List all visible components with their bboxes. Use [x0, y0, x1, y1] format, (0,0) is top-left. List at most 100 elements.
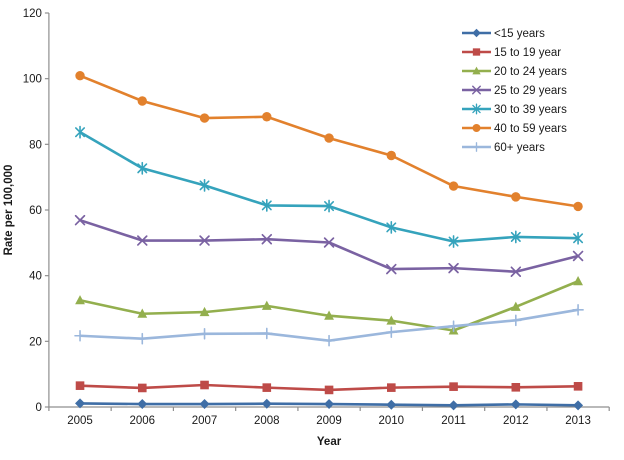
circle-marker-icon: [75, 71, 85, 81]
x-tick-label: 2008: [254, 415, 280, 427]
plus-marker-icon: [385, 326, 398, 338]
square-marker-icon: [472, 48, 481, 56]
x-marker-icon: [137, 235, 148, 246]
triangle-marker-icon: [472, 66, 481, 75]
legend: <15 years 15 to 19 year 20 to 24 years 25 t…: [462, 28, 567, 154]
diamond-marker-icon: [510, 399, 521, 410]
x-marker-icon: [199, 235, 210, 246]
legend-item: 25 to 29 years: [462, 85, 567, 97]
x-stroke: [510, 266, 522, 277]
plus-marker-icon: [471, 142, 482, 152]
asterisk-marker-icon: [324, 199, 335, 213]
circle-marker-icon: [324, 133, 334, 143]
x-stroke: [386, 263, 397, 275]
asterisk-marker-icon: [137, 161, 148, 175]
x-tick-label: 2011: [441, 415, 466, 427]
diamond-marker-icon: [573, 400, 584, 411]
diamond-marker-icon: [199, 399, 210, 410]
triangle-marker-icon: [199, 306, 210, 317]
circle-marker-icon: [386, 150, 397, 161]
diamond-marker-icon: [324, 399, 335, 410]
series-20-to-24-years: [75, 276, 583, 335]
asterisk-marker-icon: [199, 178, 210, 192]
y-tick-label: 0: [35, 402, 41, 414]
legend-label: 40 to 59 years: [494, 123, 567, 135]
circle-marker-icon: [573, 201, 583, 212]
triangle-marker-icon: [573, 276, 583, 286]
square-marker-icon: [449, 382, 458, 391]
y-tick-label: 100: [23, 74, 42, 86]
plus-marker-icon: [74, 329, 86, 342]
series-40-to-59-years: [75, 71, 583, 212]
y-axis-title: Rate per 100,000: [3, 165, 15, 256]
diamond-marker-icon: [261, 398, 272, 409]
x-stroke: [137, 235, 148, 246]
legend-label: 30 to 39 years: [494, 104, 567, 116]
square-marker-icon: [573, 382, 583, 391]
square-marker-icon: [324, 385, 334, 395]
x-marker-icon: [472, 85, 481, 95]
square-marker-icon: [511, 383, 521, 392]
axes: 0 20 40 60 80 100 120 2005 2006 2007 2008 2009 2010 2…: [3, 8, 610, 448]
x-axis-title: Year: [317, 436, 342, 448]
legend-label: 25 to 29 years: [494, 85, 567, 97]
x-stroke: [448, 262, 459, 274]
legend-item: 40 to 59 years: [462, 123, 567, 135]
y-tick-label: 120: [23, 8, 42, 20]
y-tick-label: 80: [29, 139, 42, 151]
asterisk-marker-icon: [573, 231, 584, 245]
diamond-marker-icon: [386, 399, 397, 410]
plus-marker-icon: [260, 327, 273, 340]
x-stroke: [572, 250, 584, 262]
asterisk-marker-icon: [510, 230, 521, 244]
asterisk-marker-icon: [386, 221, 397, 234]
square-marker-icon: [387, 383, 396, 392]
diamond-marker-icon: [448, 400, 459, 411]
triangle-marker-icon: [137, 308, 148, 318]
plus-marker-icon: [447, 320, 460, 333]
y-tick-label: 20: [29, 336, 42, 348]
x-tick-label: 2012: [503, 415, 529, 427]
square-marker-icon: [262, 383, 272, 392]
y-tick-label: 40: [29, 271, 42, 283]
triangle-marker-icon: [510, 301, 521, 311]
square-marker-icon: [75, 381, 85, 390]
legend-item: 30 to 39 years: [462, 103, 567, 116]
circle-marker-icon: [262, 112, 272, 122]
x-stroke: [323, 237, 335, 248]
asterisk-marker-icon: [472, 103, 481, 115]
plus-marker-icon: [323, 334, 335, 347]
x-marker-icon: [572, 250, 584, 262]
series-line: [79, 280, 579, 332]
square-marker-icon: [200, 380, 209, 390]
triangle-marker-icon: [75, 295, 85, 305]
asterisk-marker-icon: [75, 125, 86, 139]
x-tick-label: 2007: [192, 415, 218, 427]
plus-marker-icon: [198, 327, 211, 340]
x-marker-icon: [74, 214, 86, 226]
diamond-marker-icon: [472, 28, 481, 38]
x-stroke: [199, 235, 210, 246]
series-line: [79, 218, 579, 274]
circle-marker-icon: [199, 113, 210, 123]
series-60-years: [74, 304, 584, 347]
circle-marker-icon: [511, 192, 521, 202]
circle-marker-icon: [137, 96, 147, 106]
square-marker-icon: [137, 383, 147, 393]
plus-marker-icon: [572, 304, 584, 316]
legend-item: <15 years: [462, 28, 545, 40]
asterisk-marker-icon: [448, 235, 459, 248]
legend-label: 20 to 24 years: [494, 66, 567, 78]
x-marker-icon: [323, 237, 335, 248]
legend-item: 20 to 24 years: [462, 66, 567, 78]
x-tick-label: 2005: [67, 415, 93, 427]
triangle-marker-icon: [386, 315, 397, 325]
x-stroke: [74, 214, 86, 226]
x-marker-icon: [386, 263, 397, 275]
x-marker-icon: [448, 262, 459, 274]
diamond-marker-icon: [75, 398, 86, 409]
diamond-marker-icon: [137, 399, 148, 410]
series-25-to-29-years: [74, 214, 584, 277]
